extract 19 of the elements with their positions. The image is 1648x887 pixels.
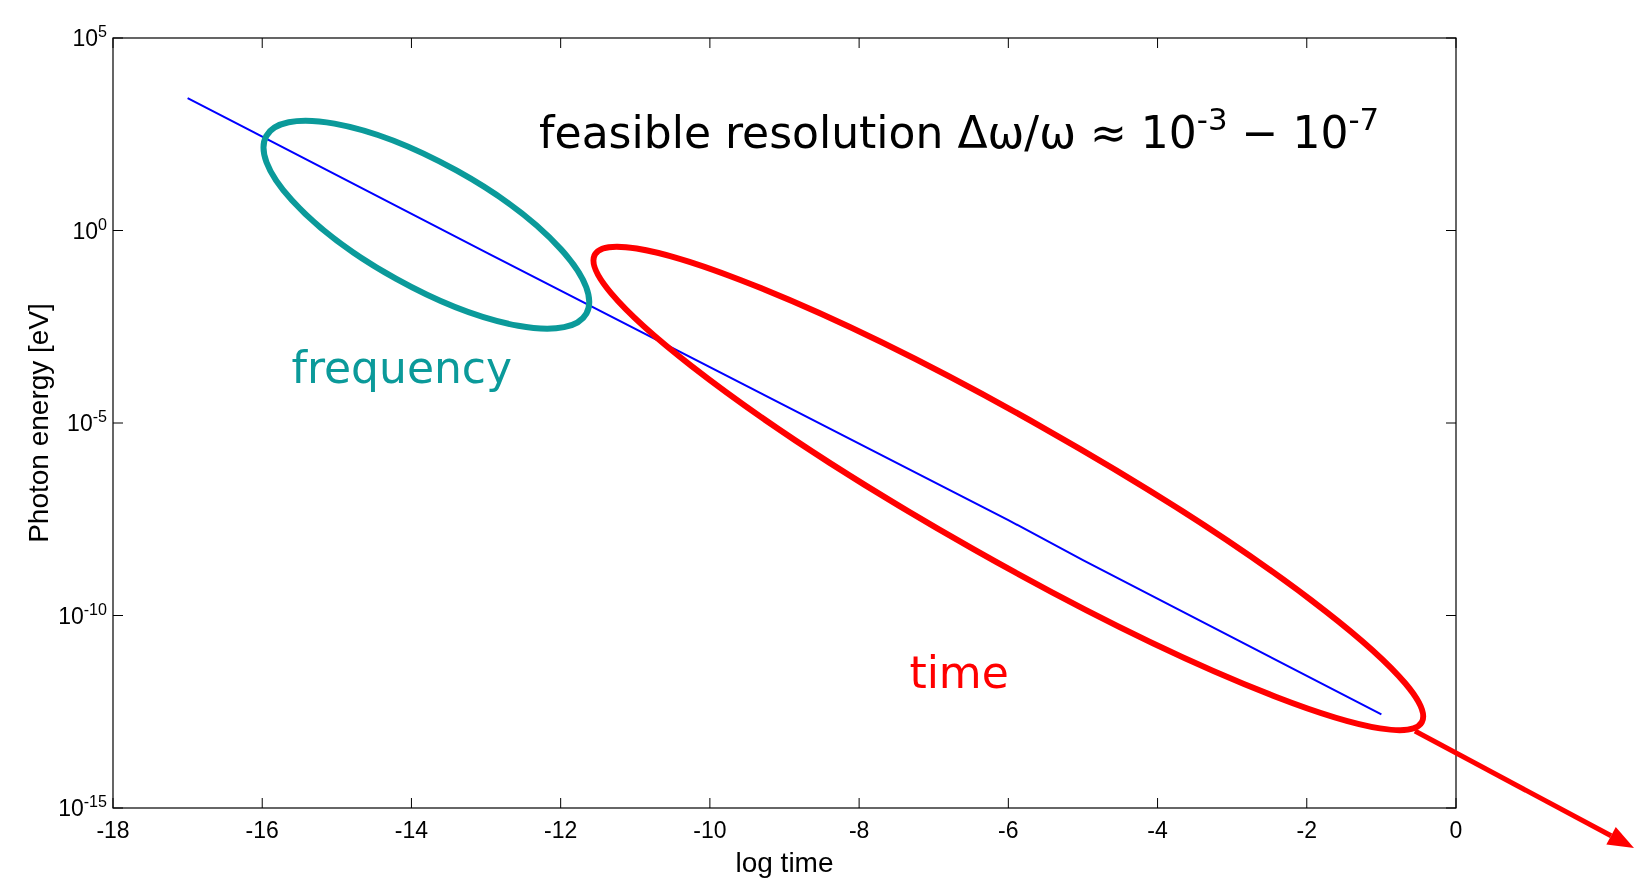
line-series [186, 97, 1383, 716]
x-tick-label: -12 [544, 817, 578, 843]
annotation: frequency [291, 342, 513, 393]
x-tick-label: -14 [394, 817, 429, 843]
annotation: feasible resolution Δω/ω ≈ 10$^{-3}$ − 10$^{-7}$ [539, 101, 1380, 158]
x-tick-label: -6 [998, 817, 1019, 843]
x-tick-label: -16 [245, 817, 279, 843]
y-tick-label: 10$^{-5}$ [67, 407, 108, 436]
x-tick-label: -10 [693, 817, 727, 843]
y-tick-label: 10$^{-10}$ [58, 599, 108, 629]
y-tick-label: 10$^{5}$ [72, 22, 108, 51]
annotation: time [909, 647, 1009, 698]
x-tick-label: -2 [1296, 817, 1317, 843]
x-tick-label: -8 [848, 817, 870, 843]
y-axis-title: Photon energy [eV] [23, 303, 54, 543]
x-tick-label: -4 [1147, 817, 1168, 843]
x-axis-title: log time [735, 847, 834, 878]
x-tick-label: 0 [1449, 817, 1463, 843]
y-tick-label: 10$^{0}$ [72, 214, 108, 244]
